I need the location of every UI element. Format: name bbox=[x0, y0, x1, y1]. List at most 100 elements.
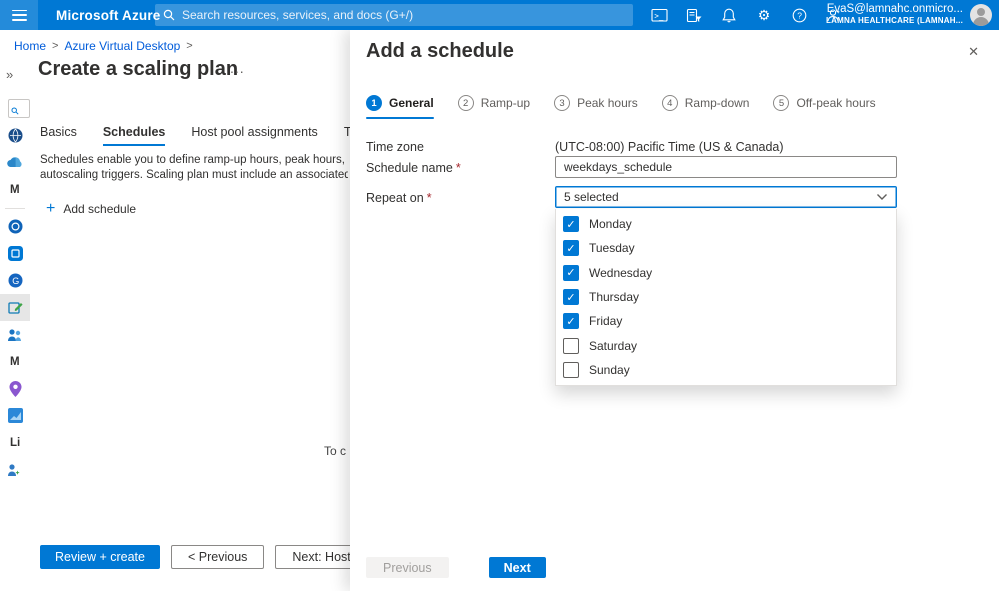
blade-search-fragment[interactable] bbox=[0, 95, 30, 122]
day-label: Thursday bbox=[589, 290, 640, 305]
breadcrumb-separator: > bbox=[186, 40, 193, 52]
scaling-plans-item-selected[interactable] bbox=[0, 294, 30, 321]
wizard-footer: Review + create < Previous Next: Host po… bbox=[40, 545, 392, 569]
directories-subscriptions-icon[interactable] bbox=[683, 4, 705, 26]
checkbox-wednesday[interactable] bbox=[563, 264, 579, 281]
host-pools-icon[interactable] bbox=[0, 213, 30, 240]
location-pin-icon[interactable] bbox=[0, 375, 30, 402]
breadcrumb: Home > Azure Virtual Desktop > bbox=[14, 39, 193, 53]
step-label: Ramp-down bbox=[684, 96, 750, 110]
feedback-icon[interactable] bbox=[823, 4, 845, 26]
step-label: Peak hours bbox=[577, 96, 638, 110]
top-bar-actions: >_ ⚙ ? bbox=[648, 0, 845, 30]
account-info[interactable]: EvaS@lamnahc.onmicro... LAMNA HEALTHCARE… bbox=[826, 3, 963, 25]
breadcrumb-avd[interactable]: Azure Virtual Desktop bbox=[64, 39, 181, 53]
global-search-box[interactable] bbox=[155, 4, 633, 26]
panel-footer: Previous Next bbox=[366, 557, 546, 578]
step-general[interactable]: 1 General bbox=[366, 95, 434, 119]
chevron-down-icon bbox=[877, 194, 887, 200]
help-icon[interactable]: ? bbox=[788, 4, 810, 26]
step-number: 4 bbox=[661, 95, 678, 111]
svg-text:>_: >_ bbox=[654, 11, 664, 20]
clipped-background-text: To c bbox=[324, 444, 347, 458]
overview-icon[interactable] bbox=[0, 122, 30, 149]
checkbox-friday[interactable] bbox=[563, 313, 579, 330]
step-ramp-down[interactable]: 4 Ramp-down bbox=[661, 95, 750, 111]
day-option-thursday[interactable]: Thursday bbox=[556, 285, 896, 309]
user-group-icon[interactable] bbox=[0, 456, 30, 483]
application-groups-icon[interactable] bbox=[0, 240, 30, 267]
add-schedule-panel: Add a schedule ✕ 1 General 2 Ramp-up 3 P… bbox=[350, 30, 999, 591]
step-label: Ramp-up bbox=[480, 96, 531, 110]
review-create-button[interactable]: Review + create bbox=[40, 545, 160, 569]
day-label: Saturday bbox=[589, 338, 638, 353]
settings-gear-icon[interactable]: ⚙ bbox=[757, 6, 771, 23]
checkbox-saturday[interactable] bbox=[563, 337, 579, 354]
checkbox-monday[interactable] bbox=[563, 216, 579, 233]
panel-next-button[interactable]: Next bbox=[488, 557, 546, 578]
page-title: Create a scaling plan bbox=[38, 58, 239, 80]
timezone-label: Time zone bbox=[366, 140, 424, 154]
users-icon[interactable] bbox=[0, 321, 30, 348]
cloud-icon[interactable] bbox=[0, 149, 30, 176]
tab-basics[interactable]: Basics bbox=[40, 125, 77, 139]
section-label-licensing: Li bbox=[10, 436, 21, 449]
day-label: Wednesday bbox=[589, 265, 653, 280]
schedule-steps: 1 General 2 Ramp-up 3 Peak hours 4 Ramp-… bbox=[366, 95, 876, 119]
day-option-wednesday[interactable]: Wednesday bbox=[556, 261, 896, 285]
hamburger-icon bbox=[11, 9, 27, 21]
add-schedule-button[interactable]: + Add schedule bbox=[46, 201, 136, 217]
workspaces-icon[interactable]: G bbox=[0, 267, 30, 294]
day-label: Monday bbox=[589, 217, 632, 232]
repeat-on-value: 5 selected bbox=[564, 190, 619, 204]
insights-chart-icon[interactable] bbox=[0, 402, 30, 429]
schedule-name-input[interactable] bbox=[555, 156, 897, 178]
sidebar-divider bbox=[0, 203, 30, 213]
step-label: Off-peak hours bbox=[796, 96, 876, 110]
day-option-sunday[interactable]: Sunday bbox=[556, 358, 896, 382]
section-label-manage: M bbox=[10, 183, 20, 196]
checkbox-thursday[interactable] bbox=[563, 289, 579, 306]
step-number: 2 bbox=[457, 95, 474, 111]
repeat-on-menu: Monday Tuesday Wednesday Thursday Friday… bbox=[555, 209, 897, 387]
azure-home-link[interactable]: Microsoft Azure bbox=[56, 7, 161, 23]
day-option-friday[interactable]: Friday bbox=[556, 309, 896, 333]
close-icon[interactable]: ✕ bbox=[968, 44, 979, 59]
expand-menu-chevrons[interactable]: » bbox=[6, 67, 14, 82]
step-off-peak-hours[interactable]: 5 Off-peak hours bbox=[773, 95, 876, 111]
add-schedule-label: Add schedule bbox=[63, 202, 137, 216]
day-label: Sunday bbox=[589, 362, 630, 377]
day-option-saturday[interactable]: Saturday bbox=[556, 333, 896, 357]
step-number: 5 bbox=[773, 95, 790, 111]
required-asterisk: * bbox=[426, 191, 432, 205]
plus-icon: + bbox=[46, 200, 56, 217]
title-context-menu-icon[interactable]: ... bbox=[230, 60, 245, 76]
cloud-shell-icon[interactable]: >_ bbox=[648, 4, 670, 26]
global-search-input[interactable] bbox=[182, 8, 625, 22]
portal-menu-button[interactable] bbox=[0, 0, 38, 30]
blade-search-icon bbox=[8, 99, 30, 118]
checkbox-tuesday[interactable] bbox=[563, 240, 579, 257]
step-label: General bbox=[389, 96, 434, 110]
notifications-icon[interactable] bbox=[718, 4, 740, 26]
tab-host-pool-assignments[interactable]: Host pool assignments bbox=[191, 125, 318, 139]
day-label: Tuesday bbox=[589, 241, 635, 256]
previous-button[interactable]: < Previous bbox=[170, 545, 265, 569]
panel-previous-button[interactable]: Previous bbox=[366, 557, 449, 578]
day-option-monday[interactable]: Monday bbox=[556, 212, 896, 236]
description-line-1: Schedules enable you to define ramp-up h… bbox=[40, 154, 348, 166]
breadcrumb-home[interactable]: Home bbox=[14, 39, 47, 53]
timezone-value: (UTC-08:00) Pacific Time (US & Canada) bbox=[555, 140, 784, 154]
account-tenant: LAMNA HEALTHCARE (LAMNAH... bbox=[826, 16, 963, 26]
tab-schedules[interactable]: Schedules bbox=[102, 125, 166, 146]
svg-text:G: G bbox=[12, 276, 19, 286]
repeat-on-label: Repeat on * bbox=[366, 191, 432, 205]
schedules-description: Schedules enable you to define ramp-up h… bbox=[40, 153, 348, 183]
step-ramp-up[interactable]: 2 Ramp-up bbox=[457, 95, 531, 111]
avatar[interactable] bbox=[970, 4, 992, 26]
day-option-tuesday[interactable]: Tuesday bbox=[556, 236, 896, 260]
checkbox-sunday[interactable] bbox=[563, 361, 579, 378]
repeat-on-dropdown[interactable]: 5 selected bbox=[555, 186, 897, 208]
step-peak-hours[interactable]: 3 Peak hours bbox=[554, 95, 638, 111]
